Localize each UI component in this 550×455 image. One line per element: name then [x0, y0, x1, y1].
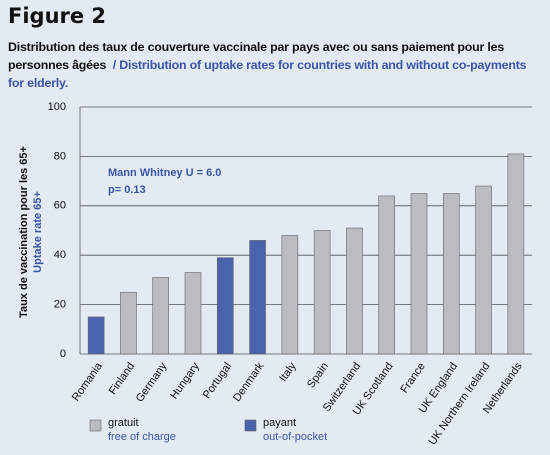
y-tick-label: 40: [54, 249, 66, 261]
x-tick-label: Hungary: [168, 360, 202, 401]
legend-label: free of charge: [108, 431, 176, 443]
x-tick-label: Romania: [70, 360, 106, 404]
x-tick-label: Finland: [107, 361, 138, 397]
x-tick-label: Denmark: [231, 360, 267, 404]
x-tick-label: Italy: [277, 360, 299, 384]
legend-label: payant: [263, 417, 296, 429]
legend-swatch: [89, 419, 102, 432]
bar: [378, 195, 396, 355]
bar: [152, 277, 170, 355]
bar: [281, 235, 299, 355]
x-tick-label: France: [398, 361, 427, 396]
legend-label: out-of-pocket: [263, 431, 327, 443]
annotation: p= 0.13: [108, 184, 146, 196]
subtitle-en: Distribution of uptake rates for countri…: [8, 58, 527, 90]
bar: [184, 272, 202, 355]
y-tick-label: 80: [54, 150, 66, 162]
y-axis-label: Taux de vaccination pour les 65+: [18, 146, 30, 318]
bar: [507, 153, 525, 355]
bar: [120, 291, 137, 355]
subtitle-fr: Distribution des taux de couverture vacc…: [8, 40, 505, 72]
bar: [410, 193, 428, 355]
y-tick-label: 0: [60, 348, 66, 360]
x-tick-label: Germany: [134, 360, 170, 404]
annotation: Mann Whitney U = 6.0: [108, 167, 221, 179]
y-tick-label: 100: [48, 101, 66, 113]
subtitle-sep: /: [112, 58, 116, 72]
subtitle: Distribution des taux de couverture vacc…: [8, 38, 528, 92]
y-axis-label: Uptake rate 65+: [32, 191, 44, 273]
bar: [216, 257, 234, 355]
x-tick-label: Spain: [305, 361, 331, 391]
legend-swatch: [244, 419, 257, 432]
bar: [346, 227, 363, 355]
x-tick-label: Portugal: [201, 361, 234, 401]
x-tick-label: UK Northern Ireland: [426, 361, 492, 448]
bar: [87, 316, 105, 355]
bar: [249, 240, 266, 355]
bar: [475, 185, 492, 355]
legend-label: gratuit: [108, 417, 139, 429]
y-tick-label: 20: [54, 299, 66, 311]
chart-title: Figure 2: [8, 4, 107, 28]
y-tick-label: 60: [54, 200, 66, 212]
bar: [313, 230, 331, 355]
bar: [442, 193, 460, 355]
